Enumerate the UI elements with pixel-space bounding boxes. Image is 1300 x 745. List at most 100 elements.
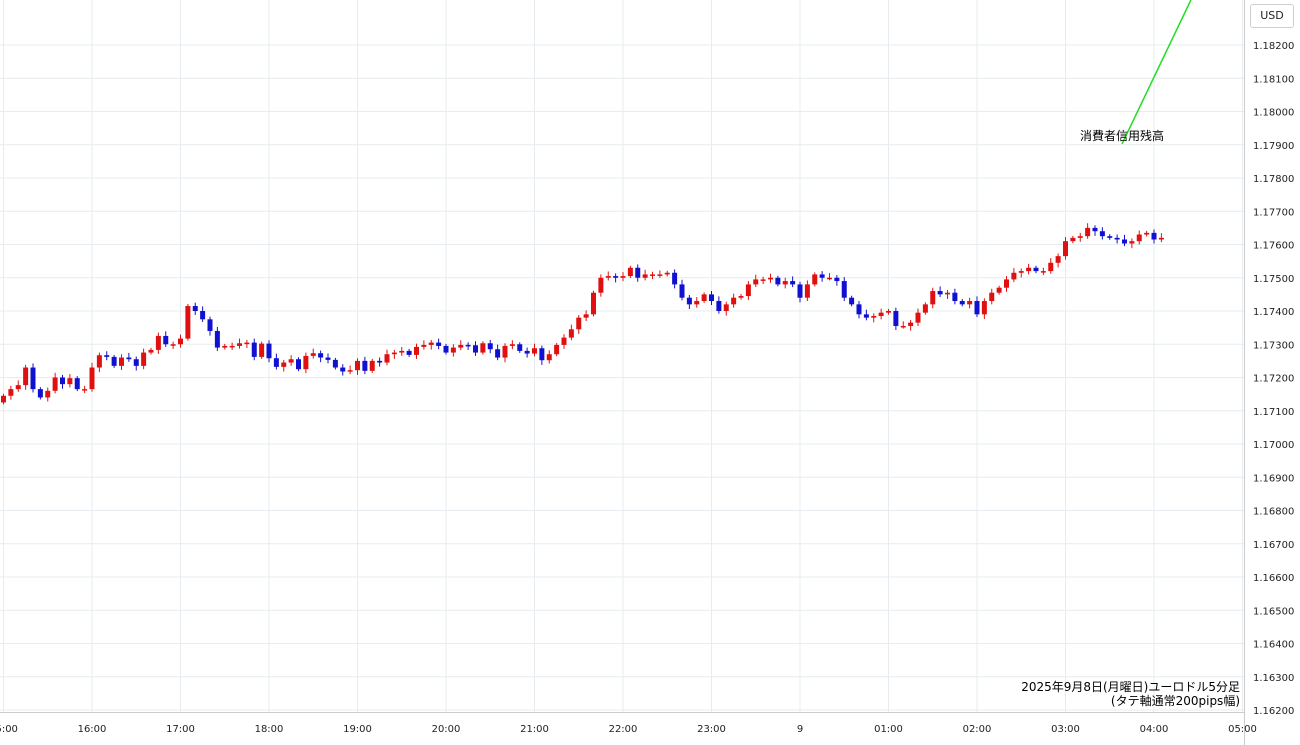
candle-body [399,350,405,353]
candle-body [1070,237,1076,242]
candle-body [458,344,464,348]
candle-body [229,345,235,348]
candle-body [200,311,206,320]
candle-body [391,352,397,355]
candle-body [620,276,626,278]
x-tick-label: 05:00 [1228,724,1257,735]
candle-body [178,338,183,345]
candle-body [627,267,633,277]
x-tick-label: 20:00 [432,724,461,735]
candle-body [450,347,456,353]
candle-body [288,359,294,363]
candle-body [259,343,265,357]
candle-body [273,358,279,367]
candle-body [111,356,117,366]
candle-body [281,362,287,367]
candle-body [812,274,818,285]
y-tick-label: 1.18000 [1253,108,1294,119]
candle-body [856,304,862,315]
candle-body [716,301,722,311]
y-tick-label: 1.17900 [1253,141,1294,152]
price-axis[interactable]: 1.16200 1.16300 1.16400 1.16500 1.16600 1.167… [1244,0,1295,745]
candle-body [686,297,692,305]
caption-line-2: (タテ軸通常200pips幅) [1110,694,1240,708]
candle-body [163,335,169,345]
candle-body [207,319,213,331]
candle-body [1018,271,1024,273]
candle-body [487,343,493,350]
candle-body [332,359,338,368]
annotation-pointer [1121,0,1192,145]
candle-body [605,276,611,278]
candle-body [414,346,419,355]
candle-body [1085,227,1091,237]
candle-body [1107,236,1113,238]
candle-body [723,304,729,311]
time-axis[interactable]: 15:00 16:00 17:00 18:00 19:00 20:00 21:00 22:00… [0,724,1257,735]
currency-button[interactable]: USD [1250,4,1294,28]
candle-body [930,291,936,305]
candle-body [561,337,567,345]
candle-body [650,274,655,276]
candle-body [672,272,678,285]
y-tick-label: 1.17500 [1253,274,1294,285]
candle-body [369,360,375,371]
candle-body [664,272,670,275]
candle-body [878,312,884,316]
candle-body [598,277,604,293]
candle-body [310,353,316,356]
candle-body [473,345,478,353]
candle-body [613,276,619,278]
candle-body [347,370,353,372]
candle-body [922,304,928,313]
y-tick-label: 1.17600 [1253,241,1294,252]
candle-body [222,345,228,348]
candle-body [1158,237,1164,240]
candle-body [701,294,707,302]
candle-body [251,342,257,357]
y-tick-label: 1.16600 [1253,573,1294,584]
candle-body [67,378,73,385]
candle-body [1144,232,1150,235]
candle-body [1004,279,1009,288]
x-tick-label: 03:00 [1051,724,1080,735]
candle-body [731,297,737,305]
candle-body [915,312,921,323]
y-tick-label: 1.18200 [1253,41,1294,52]
y-tick-label: 1.17200 [1253,374,1294,385]
candle-body [1077,236,1083,238]
candle-body [952,292,958,302]
candle-body [804,284,810,298]
candle-body [782,281,788,285]
candle-body [296,359,301,370]
candle-body [8,389,14,396]
candle-body [694,301,700,305]
candle-body [60,377,65,385]
y-tick-label: 1.17300 [1253,340,1294,351]
candle-body [362,360,368,371]
x-tick-label: 23:00 [697,724,726,735]
annotation-label: 消費者信用残高 [1080,128,1164,143]
candle-body [753,279,759,285]
candle-body [576,317,582,330]
candle-body [657,274,663,276]
candle-body [959,301,965,305]
x-tick-label: 16:00 [78,724,107,735]
candle-body [745,284,751,297]
candle-body [436,342,442,346]
candle-body [170,344,176,346]
candle-body [214,330,220,348]
candle-body [1040,271,1046,273]
candle-body [1099,231,1105,237]
candle-body [546,354,552,361]
x-tick-label: 17:00 [166,724,195,735]
y-tick-label: 1.16700 [1253,540,1294,551]
candle-body [428,342,434,345]
candle-body [82,389,88,391]
caption-line-1: 2025年9月8日(月曜日)ユーロドル5分足 [1021,680,1240,694]
candle-body [1114,237,1120,240]
candle-body [827,277,832,280]
candle-body [760,279,766,281]
candle-body [237,343,242,346]
